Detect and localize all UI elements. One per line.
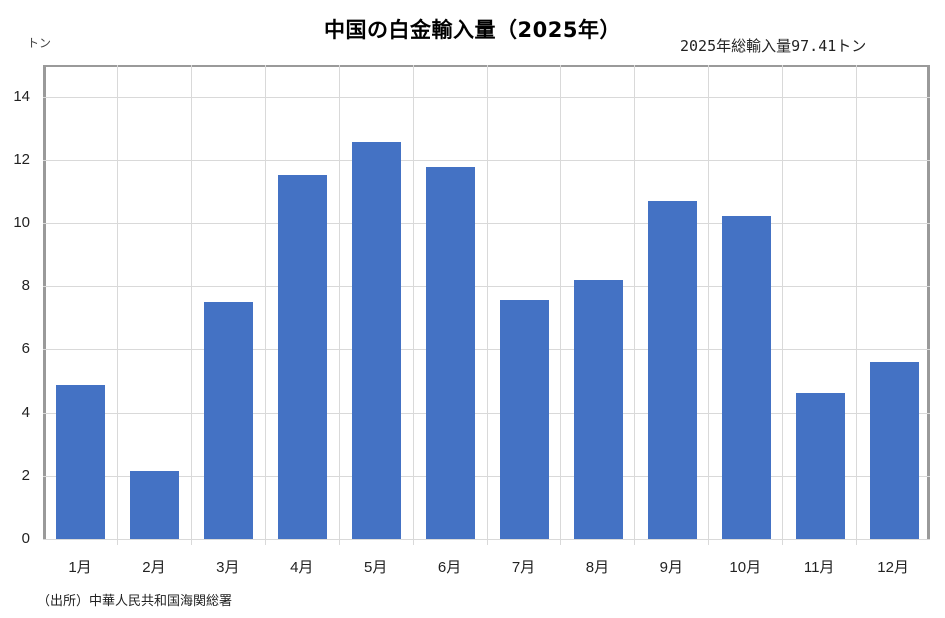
- y-axis-unit-label: トン: [27, 36, 52, 50]
- total-import-note: 2025年総輸入量97.41トン: [680, 37, 867, 55]
- vertical-gridline: [782, 65, 784, 545]
- vertical-gridline: [412, 65, 414, 545]
- x-tick-label: 1月: [68, 559, 92, 576]
- y-tick-label: 12: [13, 150, 30, 168]
- x-tick-label: 3月: [216, 559, 240, 576]
- bar-3: [204, 302, 254, 539]
- vertical-gridline: [634, 65, 636, 545]
- x-tick-label: 4月: [290, 559, 314, 576]
- bar-5: [352, 142, 402, 539]
- x-tick-label: 11月: [803, 559, 835, 576]
- y-tick-label: 10: [13, 214, 30, 231]
- x-tick-label: 7月: [511, 559, 536, 576]
- bar-12: [869, 362, 919, 539]
- bar-4: [278, 174, 328, 539]
- vertical-gridline: [560, 65, 562, 545]
- x-tick-label: 2月: [142, 559, 166, 576]
- vertical-gridline: [486, 65, 488, 545]
- bar-9: [647, 200, 697, 539]
- x-tick-label: 6月: [437, 559, 462, 576]
- source-note: （出所）中華人民共和国海関総署: [37, 594, 233, 609]
- vertical-gridline: [708, 65, 710, 545]
- bar-10: [721, 216, 771, 539]
- y-tick-label: 2: [21, 466, 30, 484]
- vertical-gridline: [190, 65, 192, 545]
- vertical-gridline: [264, 65, 266, 545]
- y-tick-label: 4: [21, 403, 30, 421]
- chart-title: 中国の白金輸入量（2025年）: [324, 18, 621, 42]
- y-tick-label: 14: [13, 87, 30, 105]
- y-tick-label: 8: [21, 277, 30, 295]
- x-tick-label: 12月: [877, 559, 909, 576]
- y-tick-label: 6: [21, 340, 30, 358]
- bar-6: [426, 167, 476, 539]
- vertical-gridline: [856, 65, 858, 545]
- x-tick-label: 10月: [729, 559, 762, 576]
- x-tick-label: 8月: [585, 559, 610, 576]
- x-tick-label: 9月: [659, 559, 683, 576]
- vertical-gridline: [338, 65, 340, 545]
- bar-11: [795, 393, 845, 539]
- bar-1: [56, 385, 106, 539]
- vertical-gridline: [116, 65, 118, 545]
- y-tick-label: 0: [21, 530, 30, 547]
- bar-2: [130, 471, 180, 539]
- x-tick-label: 5月: [363, 559, 388, 576]
- bar-8: [573, 279, 623, 539]
- bar-7: [499, 300, 549, 539]
